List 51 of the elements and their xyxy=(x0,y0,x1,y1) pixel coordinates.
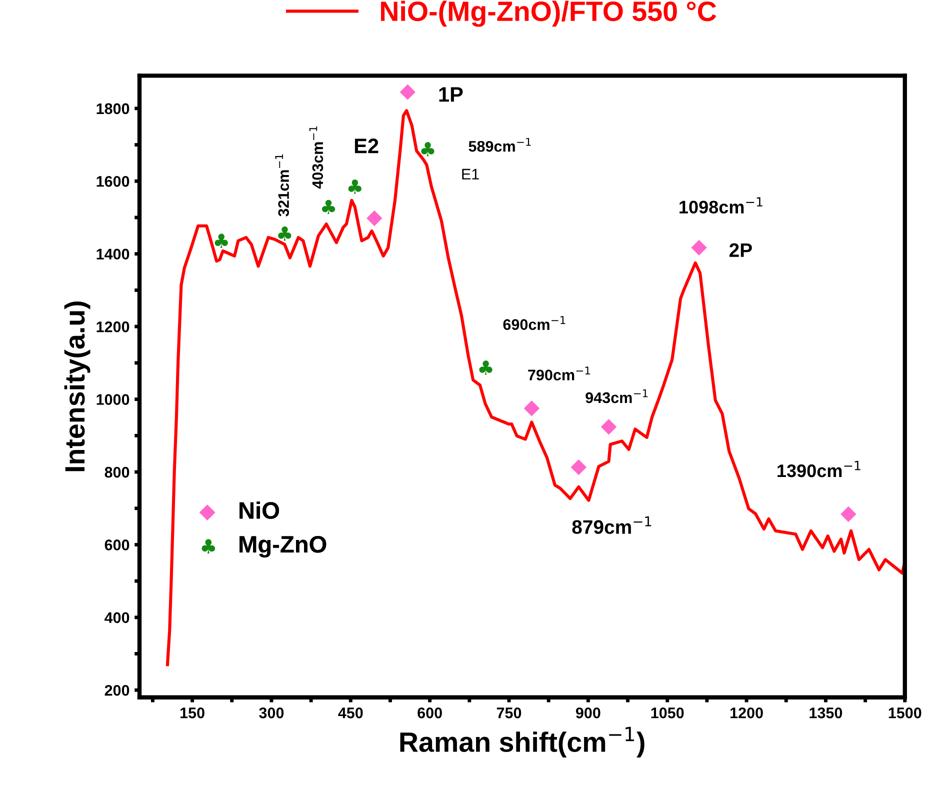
annotation: 403cm$^{−1}$ xyxy=(309,126,324,189)
point xyxy=(322,200,336,214)
x-tick-label: 1500 xyxy=(888,708,922,718)
legend-label: NiO-(Mg-ZnO)/FTO 550 °C xyxy=(381,0,716,27)
annotation: 943cm$^{−1}$ xyxy=(586,389,648,404)
point xyxy=(400,84,416,100)
point xyxy=(366,210,382,226)
legend-label: NiO xyxy=(240,502,279,519)
point xyxy=(524,400,540,416)
point xyxy=(479,360,492,375)
y-tick-label: 400 xyxy=(104,612,130,624)
line-series xyxy=(166,109,905,666)
y-tick-label: 800 xyxy=(104,466,130,478)
annotation: 879cm$^{−1}$ xyxy=(572,516,652,534)
y-axis-title: Intensity(a.u) xyxy=(64,301,90,472)
y-tick-label: 1400 xyxy=(96,248,130,260)
point xyxy=(691,240,707,256)
legend-label: Mg-ZnO xyxy=(240,536,326,558)
y-tick-label: 1000 xyxy=(96,394,130,405)
x-tick-label: 900 xyxy=(576,708,600,718)
x-axis-title: Raman shift(cm$^{−1}$) xyxy=(400,726,644,758)
annotation: 690cm$^{−1}$ xyxy=(503,316,566,330)
annotation: 2P xyxy=(729,243,752,257)
y-tick-label: 1800 xyxy=(96,103,130,114)
x-tick-label: 600 xyxy=(418,708,442,718)
x-tick-label: 1200 xyxy=(730,708,763,718)
x-tick-label: 300 xyxy=(259,708,284,718)
annotation: E2 xyxy=(354,138,378,154)
point xyxy=(570,459,587,476)
x-tick-label: 450 xyxy=(338,708,363,718)
x-tick-label: 1350 xyxy=(810,708,842,718)
x-tick-label: 150 xyxy=(180,708,204,718)
point xyxy=(348,180,362,194)
annotation: 1390cm$^{−1}$ xyxy=(778,460,860,478)
y-tick-label: 200 xyxy=(104,684,130,696)
point xyxy=(278,226,292,241)
x-tick-label: 750 xyxy=(496,708,522,718)
y-tick-label: 1200 xyxy=(96,321,130,332)
point xyxy=(421,142,434,156)
annotation: E1 xyxy=(462,168,479,180)
annotation: 321cm$^{−1}$ xyxy=(275,154,290,216)
point xyxy=(840,506,856,522)
x-tick-label: 1050 xyxy=(651,708,684,718)
annotation: 790cm$^{−1}$ xyxy=(528,366,590,380)
annotation: 589cm$^{−1}$ xyxy=(468,138,531,152)
point xyxy=(600,419,617,435)
annotation: 1098cm$^{−1}$ xyxy=(680,197,762,214)
annotation: 1P xyxy=(439,87,463,102)
y-tick-label: 600 xyxy=(104,540,130,550)
y-tick-label: 1600 xyxy=(96,176,130,187)
point xyxy=(214,234,228,248)
